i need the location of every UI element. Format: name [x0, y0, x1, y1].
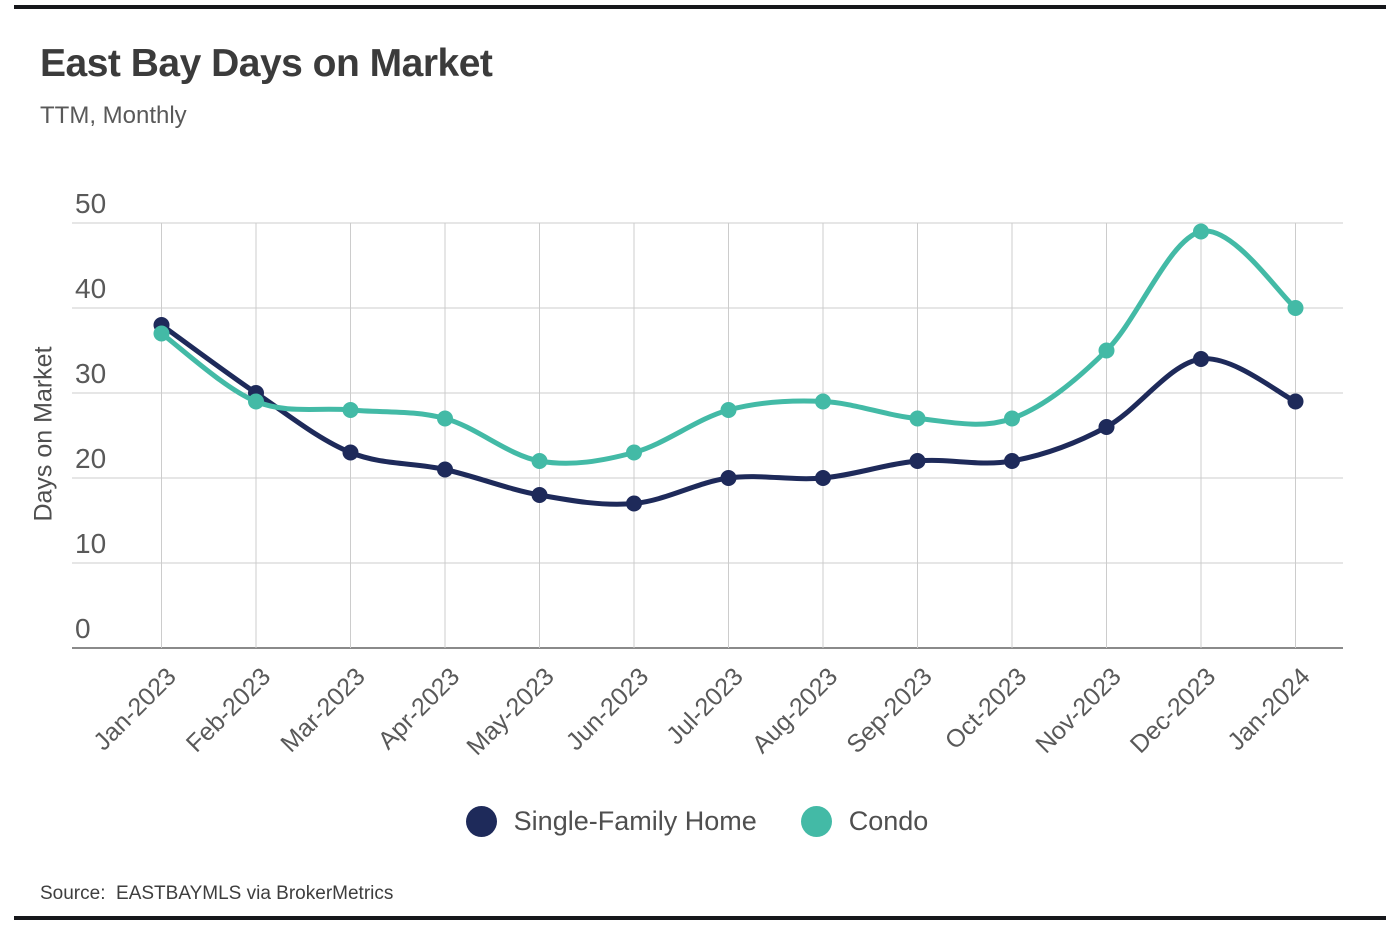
legend: Single-Family Home Condo [0, 806, 1394, 837]
legend-swatch-condo [800, 806, 832, 837]
bottom-rule [14, 916, 1386, 920]
data-point-single-family-home [531, 487, 548, 503]
x-tick-label: Jan-2023 [88, 662, 182, 756]
data-point-condo [248, 393, 264, 410]
data-point-single-family-home [342, 444, 359, 461]
x-tick-label: May-2023 [461, 662, 559, 760]
chart-title: East Bay Days on Market [40, 42, 493, 85]
x-tick-label: Sep-2023 [841, 662, 937, 758]
x-tick-label: Jul-2023 [661, 662, 749, 750]
x-tick-label: Dec-2023 [1125, 662, 1221, 758]
data-point-condo [153, 325, 170, 342]
y-tick-label: 50 [75, 188, 106, 219]
data-point-condo [626, 444, 642, 461]
data-point-single-family-home [1287, 393, 1304, 410]
y-tick-label: 40 [75, 273, 106, 304]
x-tick-label: Mar-2023 [275, 662, 370, 757]
legend-label-single-family-home: Single-Family Home [513, 806, 757, 836]
legend-label-condo: Condo [848, 806, 929, 836]
top-rule [14, 5, 1386, 9]
data-point-condo [1098, 342, 1115, 359]
legend-item-single-family-home: Single-Family Home [465, 806, 757, 837]
y-tick-label: 10 [75, 528, 106, 559]
x-tick-label: Jun-2023 [561, 662, 655, 756]
legend-item-condo: Condo [800, 806, 929, 837]
data-point-condo [909, 410, 926, 427]
data-point-single-family-home [1193, 351, 1209, 367]
data-point-condo [815, 393, 831, 410]
data-point-condo [1287, 300, 1304, 316]
data-point-condo [720, 402, 737, 418]
y-tick-label: 0 [75, 613, 91, 644]
data-point-single-family-home [626, 495, 642, 512]
source-note: Source: EASTBAYMLS via BrokerMetrics [40, 883, 394, 904]
y-tick-label: 30 [75, 358, 106, 389]
x-tick-label: Aug-2023 [747, 662, 843, 758]
chart-subtitle: TTM, Monthly [40, 102, 187, 129]
y-tick-label: 20 [75, 443, 106, 474]
data-point-single-family-home [1004, 453, 1020, 469]
data-point-condo [437, 410, 453, 427]
x-tick-label: Nov-2023 [1030, 662, 1126, 758]
x-tick-label: Feb-2023 [181, 662, 276, 757]
data-point-condo [1004, 410, 1020, 427]
x-tick-label: Apr-2023 [373, 662, 466, 755]
data-point-condo [342, 402, 359, 418]
data-point-single-family-home [437, 461, 453, 478]
data-point-single-family-home [909, 453, 926, 469]
data-point-condo [531, 453, 548, 469]
data-point-single-family-home [815, 470, 831, 486]
data-point-condo [1193, 223, 1209, 240]
legend-swatch-single-family-home [465, 806, 497, 837]
data-point-single-family-home [720, 470, 737, 486]
data-point-single-family-home [1098, 419, 1115, 435]
x-tick-label: Oct-2023 [940, 662, 1033, 755]
x-tick-label: Jan-2024 [1222, 662, 1316, 756]
